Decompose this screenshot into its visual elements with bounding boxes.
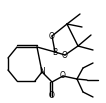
Text: O: O xyxy=(62,50,68,60)
Text: N: N xyxy=(39,67,45,77)
Text: O: O xyxy=(49,32,55,40)
Text: B: B xyxy=(52,47,58,57)
Text: O: O xyxy=(60,71,66,81)
Text: O: O xyxy=(49,91,55,101)
